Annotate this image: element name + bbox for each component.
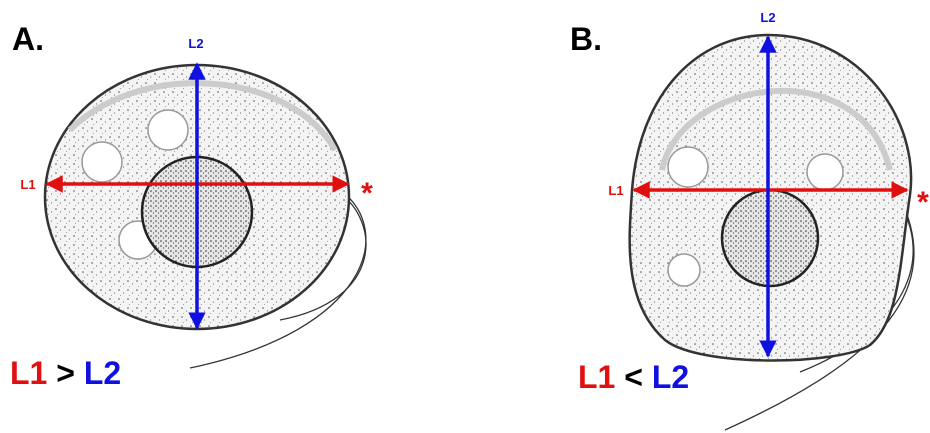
- comparison-right: L2: [84, 355, 121, 391]
- marker: *: [361, 177, 373, 210]
- vacuole: [82, 142, 122, 182]
- panel-b: B. L1 L2 * L1 < L2: [570, 10, 929, 430]
- comparison: L1 < L2: [578, 359, 689, 395]
- vacuole: [668, 254, 700, 286]
- comparison-left: L1: [10, 355, 47, 391]
- vacuole: [807, 154, 843, 190]
- marker: *: [917, 186, 929, 219]
- comparison-right: L2: [652, 359, 689, 395]
- comparison-operator: <: [624, 359, 643, 395]
- vacuole: [148, 110, 188, 150]
- axis-label: L2: [760, 10, 775, 25]
- figure: A. L1 L2 * L1 > L2 B. L1 L2 * L1 < L2: [0, 0, 930, 433]
- axis-label: L1: [608, 183, 623, 198]
- axis-label: L2: [188, 36, 203, 51]
- panel-a: A. L1 L2 * L1 > L2: [10, 21, 373, 391]
- comparison-left: L1: [578, 359, 615, 395]
- nucleus: [722, 190, 818, 286]
- vacuole: [668, 147, 708, 187]
- comparison-operator: >: [56, 355, 75, 391]
- comparison: L1 > L2: [10, 355, 121, 391]
- panel-label: A.: [12, 21, 44, 57]
- axis-label: L1: [20, 177, 35, 192]
- panel-label: B.: [570, 21, 602, 57]
